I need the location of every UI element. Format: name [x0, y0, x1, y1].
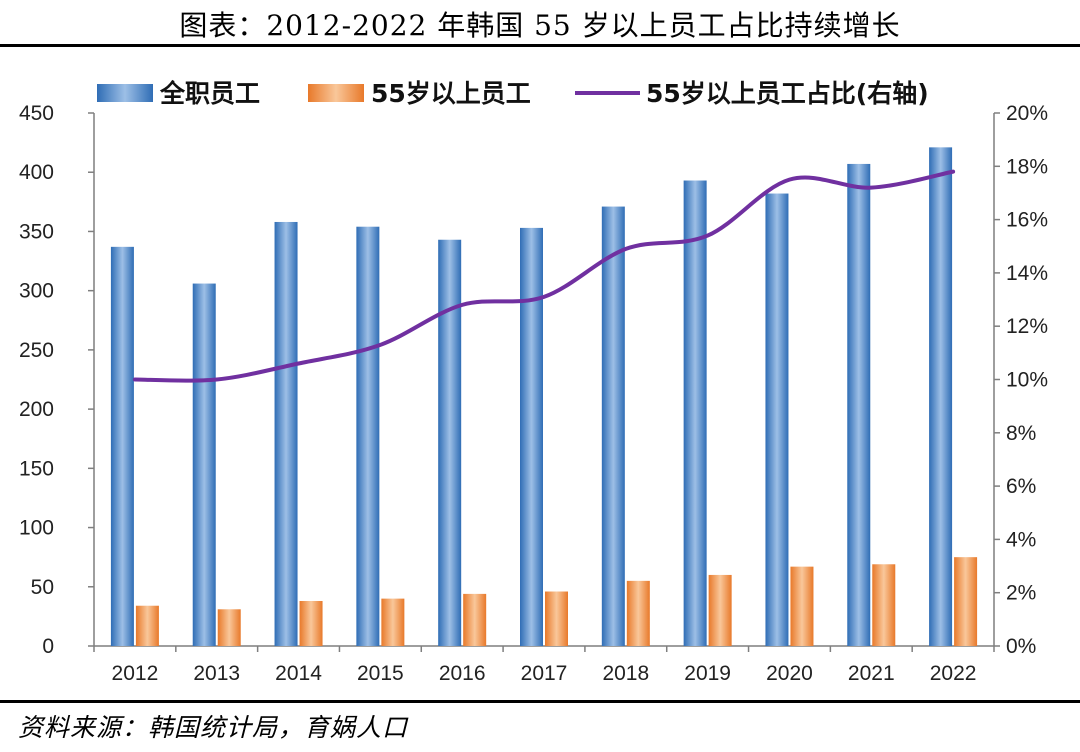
x-tick-label: 2020 [766, 662, 813, 685]
right-tick-label: 6% [1006, 475, 1036, 498]
bar-full-time-2022 [929, 147, 953, 647]
bar-full-time-2015 [356, 226, 380, 646]
left-tick-label: 400 [19, 161, 54, 184]
legend-label-ratio: 55岁以上员工占比(右轴) [646, 79, 929, 108]
right-tick-label: 18% [1006, 155, 1048, 178]
right-tick-label: 16% [1006, 209, 1048, 232]
ratio-line [132, 169, 956, 383]
bar-full-time-2020 [765, 193, 789, 646]
x-tick-label: 2015 [357, 662, 404, 685]
left-tick-label: 150 [19, 457, 54, 480]
bar-55plus-2014 [299, 600, 323, 646]
left-tick-label: 0 [42, 635, 54, 658]
left-tick-label: 300 [19, 280, 54, 303]
source-divider [0, 700, 1080, 703]
x-tick-label: 2022 [930, 662, 977, 685]
bar-full-time-2019 [683, 180, 707, 646]
bar-full-time-2021 [847, 163, 871, 647]
bar-full-time-2012 [110, 246, 134, 646]
bar-55plus-2013 [217, 609, 241, 646]
bar-55plus-2019 [708, 574, 732, 646]
bars [110, 147, 978, 647]
bar-55plus-2022 [954, 557, 978, 646]
legend-swatch-full-time [97, 84, 153, 102]
legend: 全职员工 55岁以上员工 55岁以上员工占比(右轴) [97, 79, 929, 108]
x-tick-label: 2016 [439, 662, 486, 685]
x-tick-label: 2012 [112, 662, 159, 685]
bar-55plus-2012 [135, 605, 159, 646]
bar-full-time-2017 [520, 227, 543, 646]
left-tick-label: 350 [19, 220, 54, 243]
bar-55plus-2021 [872, 564, 896, 646]
axes: 0 50 100 150 200 250 300 350 400 450 0% 2% 4% 6% 8% 10%… [19, 102, 1048, 685]
x-tick-label: 2013 [193, 662, 240, 685]
left-tick-label: 250 [19, 339, 54, 362]
chart-title: 图表：2012-2022 年韩国 55 岁以上员工占比持续增长 [179, 9, 901, 42]
bar-55plus-2018 [626, 580, 650, 646]
left-tick-label: 450 [19, 102, 54, 125]
right-tick-label: 10% [1006, 369, 1048, 392]
legend-label-55plus: 55岁以上员工 [371, 79, 531, 108]
combo-chart: 全职员工 55岁以上员工 55岁以上员工占比(右轴) 0 50 100 150 200 250… [19, 79, 1048, 685]
left-tick-label: 100 [19, 517, 54, 540]
source-note: 资料来源：韩国统计局，育娲人口 [18, 713, 409, 742]
bar-full-time-2016 [438, 239, 462, 647]
left-tick-label: 50 [31, 576, 54, 599]
ratio-line-path [132, 169, 956, 383]
x-tick-label: 2021 [848, 662, 895, 685]
bar-55plus-2017 [545, 591, 568, 646]
x-tick-label: 2017 [521, 662, 568, 685]
bar-55plus-2016 [463, 593, 487, 646]
bar-55plus-2020 [790, 566, 814, 646]
bar-full-time-2018 [601, 206, 625, 646]
right-tick-label: 2% [1006, 582, 1036, 605]
bar-55plus-2015 [381, 598, 405, 646]
x-tick-label: 2019 [684, 662, 731, 685]
right-tick-label: 8% [1006, 422, 1036, 445]
bar-full-time-2014 [274, 221, 298, 647]
right-tick-label: 0% [1006, 635, 1036, 658]
right-tick-label: 20% [1006, 102, 1048, 125]
legend-swatch-55plus [308, 84, 364, 102]
right-tick-label: 12% [1006, 315, 1048, 338]
right-tick-label: 4% [1006, 528, 1036, 551]
legend-label-full-time: 全职员工 [159, 79, 260, 108]
bar-full-time-2013 [192, 283, 216, 646]
title-divider [0, 44, 1080, 47]
left-tick-label: 200 [19, 398, 54, 421]
x-tick-label: 2018 [602, 662, 649, 685]
right-tick-label: 14% [1006, 262, 1048, 285]
x-tick-label: 2014 [275, 662, 322, 685]
